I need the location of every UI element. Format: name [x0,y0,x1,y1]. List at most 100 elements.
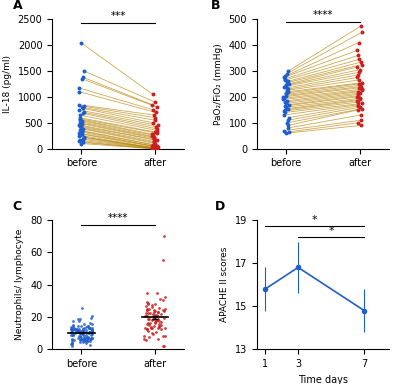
Y-axis label: APACHE II scores: APACHE II scores [220,247,229,323]
Point [77,336,83,343]
Point [69,340,76,346]
Point [355,77,362,83]
Point [89,327,95,333]
Point [154,126,161,132]
Point [358,122,364,129]
Point [80,339,87,345]
Point [89,327,95,333]
Point [150,146,156,152]
Point [151,310,158,316]
Point [85,323,91,329]
Point [80,111,87,117]
Point [76,138,82,144]
X-axis label: Time days: Time days [298,375,348,384]
Point [285,89,291,95]
Point [87,320,93,326]
Point [144,320,151,326]
Point [85,323,91,329]
Point [283,90,290,96]
Point [86,342,93,348]
Point [142,313,148,319]
Point [355,40,362,46]
Point [76,89,83,95]
Point [150,145,156,151]
Point [158,326,164,333]
Point [150,141,156,147]
Point [81,329,87,335]
Point [148,302,155,308]
Point [77,112,83,118]
Point [154,317,160,323]
Point [80,126,86,132]
Point [149,143,156,149]
Point [148,325,155,331]
Point [283,130,290,136]
Point [152,117,158,123]
Point [76,326,82,332]
Text: C: C [12,200,22,213]
Point [153,124,160,130]
Point [75,328,82,334]
Point [84,335,90,341]
Point [150,311,157,318]
Point [88,315,94,321]
Point [144,290,150,296]
Point [71,337,77,343]
Point [154,122,161,129]
Point [79,121,85,127]
Point [75,328,82,334]
Point [77,316,83,323]
Point [154,130,160,136]
Point [150,112,157,118]
Point [84,336,90,342]
Point [69,332,75,338]
Point [85,334,91,341]
Point [71,325,77,331]
Point [75,323,81,329]
Point [153,146,160,152]
Point [156,323,162,329]
Point [77,333,84,339]
Point [79,326,86,332]
Point [79,118,85,124]
Point [79,327,86,333]
Point [145,300,152,306]
Point [149,330,156,336]
Point [77,124,84,130]
Point [88,335,95,341]
Point [145,328,151,334]
Point [75,107,82,113]
Text: *: * [312,215,318,225]
Point [80,329,87,335]
Point [73,328,80,334]
Point [359,79,365,86]
Point [81,324,87,331]
Point [151,146,157,152]
Point [150,132,156,138]
Point [280,74,287,81]
Point [160,308,167,314]
Point [358,117,365,123]
Point [284,78,291,84]
Text: *: * [328,226,334,236]
Point [81,103,87,109]
Point [70,318,76,324]
Point [154,336,161,342]
Point [76,130,82,136]
Point [285,117,291,123]
Point [69,327,75,333]
Point [358,83,364,89]
Point [89,324,96,331]
Point [81,109,87,116]
Point [72,330,79,336]
Point [148,304,155,310]
Point [144,310,151,316]
Point [79,326,86,332]
Point [69,339,75,345]
Point [77,336,83,342]
Point [153,146,160,152]
Point [159,333,166,339]
Point [79,105,86,111]
Point [83,340,89,346]
Point [143,306,150,313]
